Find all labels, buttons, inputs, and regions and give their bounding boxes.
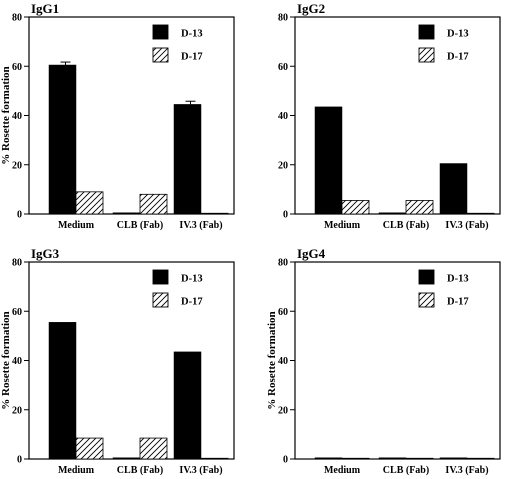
y-tick-label: 20	[278, 405, 288, 416]
chart-panel-igg1: IgG1 0 20 40 60 80 % Rosette formation Medium CL…	[0, 1, 235, 231]
bar-d-13-1	[378, 212, 407, 215]
bar-d-17-2	[200, 212, 229, 215]
y-tick-label: 80	[278, 258, 288, 269]
legend-label-d-13: D-13	[181, 274, 203, 285]
bar-d-17-2	[200, 457, 229, 460]
y-tick-label: 20	[12, 405, 22, 416]
chart-title: IgG1	[31, 1, 59, 16]
bar-d-13-1	[378, 457, 407, 460]
bar-d-17-0	[341, 200, 370, 215]
legend-label-d-17: D-17	[181, 297, 203, 308]
y-axis-label: % Rosette formation	[0, 66, 12, 164]
bar-d-17-0	[341, 457, 370, 460]
bar-d-13-0	[48, 64, 77, 215]
bar-d-13-0	[48, 322, 77, 460]
bar-d-13-2	[439, 457, 468, 460]
y-tick-label: 60	[12, 62, 22, 73]
x-tick-label: Medium	[58, 220, 95, 231]
chart-title: IgG3	[31, 246, 60, 261]
bar-d-13-1	[112, 212, 141, 215]
bar-d-17-1	[405, 200, 434, 215]
y-tick-label: 20	[278, 160, 288, 171]
x-tick-label: Medium	[324, 220, 361, 231]
chart-panel-igg4: IgG4 0 20 40 60 80 % Rosette formation Medium CL…	[266, 246, 501, 476]
y-tick-label: 80	[12, 13, 22, 24]
legend-label-d-13: D-13	[181, 29, 203, 40]
x-tick-label: Medium	[324, 465, 361, 476]
bar-d-17-1	[139, 437, 168, 460]
x-tick-label: CLB (Fab)	[117, 465, 163, 476]
bar-d-13-2	[173, 351, 202, 460]
chart-panel-igg2: IgG2 0 20 40 60 80 Medium CLB (Fab) IV.3 (Fab) D-…	[278, 1, 501, 231]
bar-d-13-2	[173, 104, 202, 215]
y-tick-label: 20	[12, 160, 22, 171]
x-tick-label: IV.3 (Fab)	[179, 220, 222, 231]
chart-panel-igg3: IgG3 0 20 40 60 80 % Rosette formation Medium CL…	[0, 246, 235, 476]
legend-swatch-d-17	[418, 292, 435, 308]
x-tick-label: CLB (Fab)	[117, 220, 163, 231]
x-tick-label: IV.3 (Fab)	[445, 220, 488, 231]
legend-swatch-d-13	[418, 24, 435, 40]
x-tick-label: Medium	[58, 465, 95, 476]
legend-swatch-d-13	[152, 269, 169, 285]
chart-title: IgG4	[297, 246, 326, 261]
legend-swatch-d-17	[152, 292, 169, 308]
y-tick-label: 80	[12, 258, 22, 269]
bar-d-13-1	[112, 457, 141, 460]
legend-swatch-d-13	[418, 269, 435, 285]
y-tick-label: 0	[17, 455, 22, 466]
bar-d-13-0	[314, 457, 343, 460]
y-tick-label: 40	[278, 356, 288, 367]
y-axis-label: % Rosette formation	[266, 311, 278, 409]
x-tick-label: CLB (Fab)	[383, 220, 429, 231]
legend-swatch-d-17	[152, 47, 169, 63]
y-tick-label: 0	[283, 210, 288, 221]
bar-d-17-0	[75, 437, 104, 460]
legend-swatch-d-13	[152, 24, 169, 40]
y-tick-label: 40	[12, 111, 22, 122]
y-tick-label: 40	[278, 111, 288, 122]
bar-d-13-2	[439, 163, 468, 215]
legend-label-d-17: D-17	[181, 52, 203, 63]
bar-d-17-2	[466, 457, 495, 460]
plot-frame	[294, 261, 501, 460]
legend-label-d-17: D-17	[447, 297, 469, 308]
y-tick-label: 80	[278, 13, 288, 24]
x-tick-label: IV.3 (Fab)	[179, 465, 222, 476]
y-tick-label: 0	[17, 210, 22, 221]
x-tick-label: CLB (Fab)	[383, 465, 429, 476]
y-tick-label: 0	[283, 455, 288, 466]
y-tick-label: 60	[278, 62, 288, 73]
x-tick-label: IV.3 (Fab)	[445, 465, 488, 476]
bar-d-13-0	[314, 106, 343, 215]
y-tick-label: 60	[278, 307, 288, 318]
legend-swatch-d-17	[418, 47, 435, 63]
y-axis-label: % Rosette formation	[0, 311, 12, 409]
y-tick-label: 40	[12, 356, 22, 367]
bar-d-17-1	[405, 457, 434, 460]
chart-title: IgG2	[297, 1, 325, 16]
bar-d-17-1	[139, 193, 168, 215]
bar-d-17-2	[466, 212, 495, 215]
legend-label-d-17: D-17	[447, 52, 469, 63]
legend-label-d-13: D-13	[447, 29, 469, 40]
bar-d-17-0	[75, 191, 104, 215]
legend-label-d-13: D-13	[447, 274, 469, 285]
y-tick-label: 60	[12, 307, 22, 318]
